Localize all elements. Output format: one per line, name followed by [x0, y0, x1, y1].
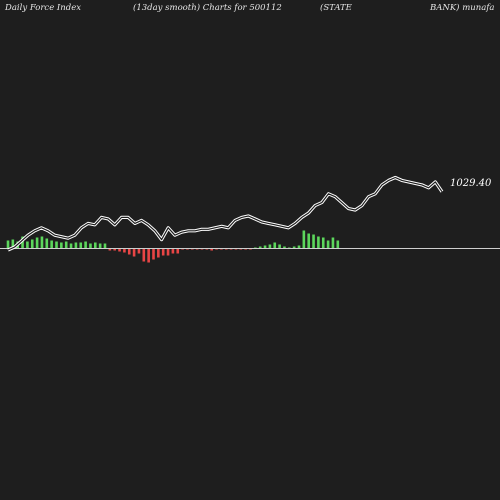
force-bar: [6, 240, 10, 249]
force-bar: [137, 248, 141, 254]
force-bar: [79, 242, 83, 249]
force-bar: [45, 238, 49, 249]
force-bar: [331, 237, 335, 249]
force-bar: [302, 230, 306, 249]
force-bar: [157, 248, 160, 258]
chart-title-left: Daily Force Index: [5, 3, 82, 13]
force-bar: [142, 248, 146, 262]
force-bar: [263, 245, 267, 249]
force-bar: [166, 248, 170, 256]
force-bar: [326, 240, 330, 249]
force-bar: [55, 241, 58, 249]
force-bar: [292, 246, 296, 249]
force-bar: [35, 237, 39, 249]
force-bar: [50, 240, 53, 249]
force-bar: [273, 242, 277, 249]
force-bar: [127, 248, 131, 255]
force-bar: [30, 239, 34, 249]
force-bar: [40, 236, 44, 249]
force-bar: [210, 248, 213, 251]
force-bar: [123, 248, 126, 253]
chart-title-center: (13day smooth) Charts for 500112: [133, 3, 282, 13]
force-bar: [152, 248, 155, 260]
force-bar: [297, 245, 301, 249]
force-bar: [321, 237, 325, 249]
chart-title-company: BANK) munafa: [430, 3, 495, 13]
force-bar: [98, 243, 102, 249]
chart-title-symbol: (STATE: [320, 3, 352, 13]
force-bar: [147, 248, 150, 263]
price-line-group: [7, 175, 444, 252]
force-bar: [89, 243, 92, 249]
force-bar: [132, 248, 136, 257]
force-bar: [64, 241, 68, 249]
force-bar: [108, 248, 112, 251]
force-bar: [74, 242, 78, 249]
force-bar: [336, 240, 340, 249]
force-bar: [176, 248, 180, 254]
force-bar: [21, 236, 24, 249]
force-bar: [278, 244, 281, 249]
price-label: 1029.40: [450, 178, 492, 189]
force-bar: [161, 248, 165, 256]
price-line: [7, 176, 443, 251]
force-index-bars: [6, 230, 340, 263]
force-bar: [103, 243, 107, 249]
force-bar: [268, 244, 272, 249]
force-bar: [94, 242, 97, 249]
force-bar: [26, 241, 29, 249]
force-bar: [118, 248, 121, 252]
force-bar: [258, 246, 262, 249]
force-bar: [84, 241, 87, 249]
force-bar: [69, 243, 73, 249]
force-bar: [113, 248, 116, 251]
force-bar: [283, 246, 286, 249]
price-line-outline: [7, 175, 444, 252]
force-bar: [317, 236, 320, 249]
force-bar: [60, 242, 63, 249]
force-bar: [312, 234, 315, 249]
force-bar: [11, 239, 15, 249]
force-bar: [307, 233, 310, 249]
force-bar: [171, 248, 175, 254]
